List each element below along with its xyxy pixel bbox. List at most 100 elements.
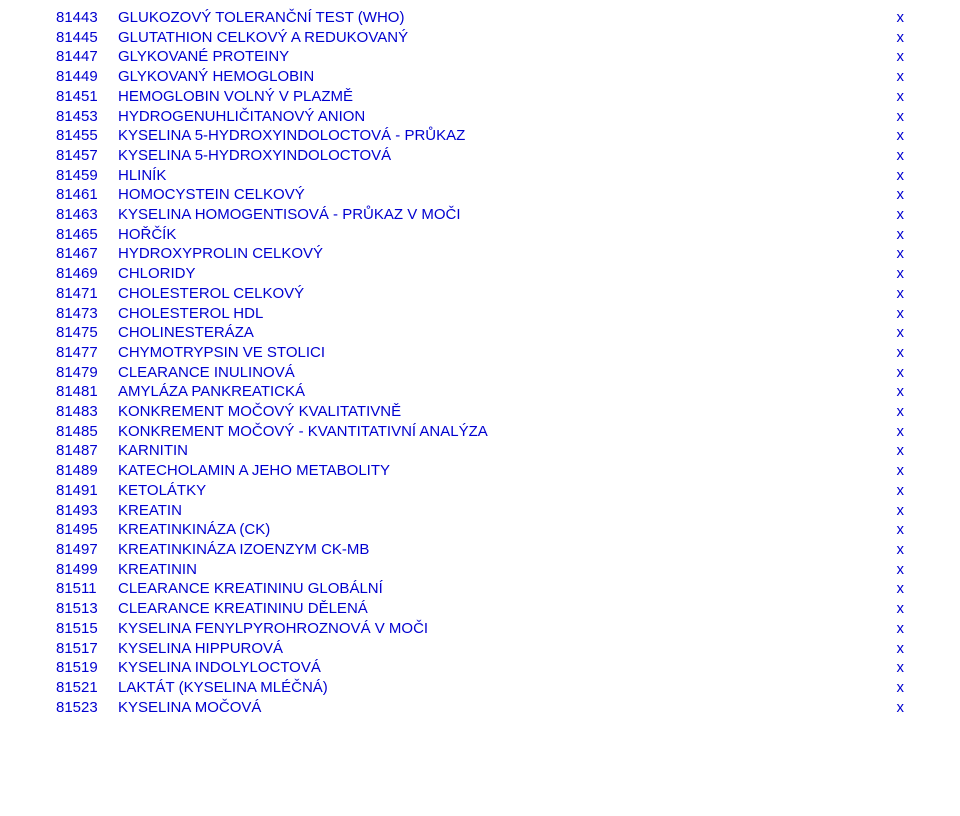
row-code: 81445 — [56, 28, 118, 48]
list-row: 81519KYSELINA INDOLYLOCTOVÁx — [56, 658, 904, 678]
row-code: 81451 — [56, 87, 118, 107]
row-label: KYSELINA MOČOVÁ — [118, 698, 890, 718]
row-code: 81447 — [56, 47, 118, 67]
list-row: 81493KREATINx — [56, 501, 904, 521]
row-mark: x — [890, 28, 904, 48]
row-mark: x — [890, 126, 904, 146]
row-code: 81477 — [56, 343, 118, 363]
row-code: 81491 — [56, 481, 118, 501]
row-code: 81521 — [56, 678, 118, 698]
row-label: HOŘČÍK — [118, 225, 890, 245]
row-code: 81489 — [56, 461, 118, 481]
row-mark: x — [890, 579, 904, 599]
row-code: 81523 — [56, 698, 118, 718]
row-label: KREATIN — [118, 501, 890, 521]
row-code: 81499 — [56, 560, 118, 580]
row-code: 81515 — [56, 619, 118, 639]
list-row: 81447GLYKOVANÉ PROTEINYx — [56, 47, 904, 67]
row-mark: x — [890, 343, 904, 363]
list-row: 81517KYSELINA HIPPUROVÁx — [56, 639, 904, 659]
row-code: 81467 — [56, 244, 118, 264]
row-mark: x — [890, 461, 904, 481]
row-mark: x — [890, 481, 904, 501]
row-mark: x — [890, 639, 904, 659]
list-row: 81453HYDROGENUHLIČITANOVÝ ANIONx — [56, 107, 904, 127]
list-row: 81481AMYLÁZA PANKREATICKÁx — [56, 382, 904, 402]
list-row: 81499KREATININx — [56, 560, 904, 580]
row-code: 81517 — [56, 639, 118, 659]
row-code: 81493 — [56, 501, 118, 521]
row-code: 81453 — [56, 107, 118, 127]
row-code: 81485 — [56, 422, 118, 442]
list-row: 81473CHOLESTEROL HDLx — [56, 304, 904, 324]
list-row: 81455KYSELINA 5-HYDROXYINDOLOCTOVÁ - PRŮ… — [56, 126, 904, 146]
row-label: AMYLÁZA PANKREATICKÁ — [118, 382, 890, 402]
row-code: 81497 — [56, 540, 118, 560]
row-label: GLYKOVANÉ PROTEINY — [118, 47, 890, 67]
row-label: HYDROXYPROLIN CELKOVÝ — [118, 244, 890, 264]
list-row: 81489KATECHOLAMIN A JEHO METABOLITYx — [56, 461, 904, 481]
row-mark: x — [890, 599, 904, 619]
row-label: KONKREMENT MOČOVÝ KVALITATIVNĚ — [118, 402, 890, 422]
row-mark: x — [890, 678, 904, 698]
list-row: 81451HEMOGLOBIN VOLNÝ V PLAZMĚx — [56, 87, 904, 107]
row-label: KYSELINA 5-HYDROXYINDOLOCTOVÁ - PRŮKAZ — [118, 126, 890, 146]
list-row: 81475CHOLINESTERÁZAx — [56, 323, 904, 343]
row-mark: x — [890, 560, 904, 580]
row-mark: x — [890, 166, 904, 186]
row-label: GLYKOVANÝ HEMOGLOBIN — [118, 67, 890, 87]
row-mark: x — [890, 264, 904, 284]
list-row: 81445GLUTATHION CELKOVÝ A REDUKOVANÝx — [56, 28, 904, 48]
row-code: 81471 — [56, 284, 118, 304]
row-mark: x — [890, 422, 904, 442]
row-mark: x — [890, 67, 904, 87]
row-code: 81519 — [56, 658, 118, 678]
row-code: 81455 — [56, 126, 118, 146]
row-label: GLUKOZOVÝ TOLERANČNÍ TEST (WHO) — [118, 8, 890, 28]
row-mark: x — [890, 540, 904, 560]
list-row: 81495KREATINKINÁZA (CK)x — [56, 520, 904, 540]
row-label: HEMOGLOBIN VOLNÝ V PLAZMĚ — [118, 87, 890, 107]
list-row: 81497KREATINKINÁZA IZOENZYM CK-MBx — [56, 540, 904, 560]
row-code: 81461 — [56, 185, 118, 205]
row-mark: x — [890, 244, 904, 264]
row-code: 81495 — [56, 520, 118, 540]
list-row: 81483KONKREMENT MOČOVÝ KVALITATIVNĚx — [56, 402, 904, 422]
row-code: 81483 — [56, 402, 118, 422]
document-page: 81443GLUKOZOVÝ TOLERANČNÍ TEST (WHO)x814… — [0, 0, 960, 717]
row-mark: x — [890, 225, 904, 245]
row-label: KATECHOLAMIN A JEHO METABOLITY — [118, 461, 890, 481]
row-label: KYSELINA HIPPUROVÁ — [118, 639, 890, 659]
list-row: 81513CLEARANCE KREATININU DĚLENÁx — [56, 599, 904, 619]
row-label: CHOLESTEROL CELKOVÝ — [118, 284, 890, 304]
row-mark: x — [890, 8, 904, 28]
list-row: 81477CHYMOTRYPSIN VE STOLICIx — [56, 343, 904, 363]
row-label: HLINÍK — [118, 166, 890, 186]
row-label: LAKTÁT (KYSELINA MLÉČNÁ) — [118, 678, 890, 698]
row-code: 81511 — [56, 579, 118, 599]
row-mark: x — [890, 382, 904, 402]
row-code: 81481 — [56, 382, 118, 402]
row-code: 81459 — [56, 166, 118, 186]
row-mark: x — [890, 304, 904, 324]
row-label: KREATINKINÁZA IZOENZYM CK-MB — [118, 540, 890, 560]
row-label: HOMOCYSTEIN CELKOVÝ — [118, 185, 890, 205]
row-mark: x — [890, 323, 904, 343]
row-label: GLUTATHION CELKOVÝ A REDUKOVANÝ — [118, 28, 890, 48]
list-row: 81463KYSELINA HOMOGENTISOVÁ - PRŮKAZ V M… — [56, 205, 904, 225]
row-mark: x — [890, 185, 904, 205]
row-label: CLEARANCE KREATININU GLOBÁLNÍ — [118, 579, 890, 599]
list-row: 81471CHOLESTEROL CELKOVÝx — [56, 284, 904, 304]
row-label: KYSELINA INDOLYLOCTOVÁ — [118, 658, 890, 678]
row-code: 81463 — [56, 205, 118, 225]
row-mark: x — [890, 441, 904, 461]
row-label: HYDROGENUHLIČITANOVÝ ANION — [118, 107, 890, 127]
code-list: 81443GLUKOZOVÝ TOLERANČNÍ TEST (WHO)x814… — [56, 8, 904, 717]
row-code: 81513 — [56, 599, 118, 619]
row-label: KYSELINA HOMOGENTISOVÁ - PRŮKAZ V MOČI — [118, 205, 890, 225]
row-code: 81457 — [56, 146, 118, 166]
list-row: 81521LAKTÁT (KYSELINA MLÉČNÁ)x — [56, 678, 904, 698]
row-label: KONKREMENT MOČOVÝ - KVANTITATIVNÍ ANALÝZ… — [118, 422, 890, 442]
row-code: 81475 — [56, 323, 118, 343]
row-mark: x — [890, 107, 904, 127]
